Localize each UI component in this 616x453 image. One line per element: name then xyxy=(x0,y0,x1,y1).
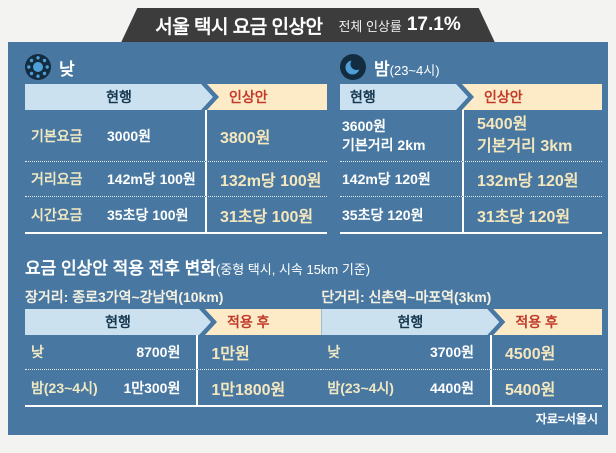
comparison-title: 요금 인상안 적용 전후 변화 xyxy=(25,259,216,278)
new-value: 1만1800원 xyxy=(211,381,286,399)
new-value: 3800원 xyxy=(220,129,271,147)
current-value: 3600원 기본거리 2km xyxy=(342,117,426,153)
current-value: 8700원 xyxy=(136,344,181,360)
row-label: 기본요금 xyxy=(31,127,83,144)
row-label: 낮 xyxy=(327,344,341,360)
short-distance-table: 단거리: 신촌역~마포역(3km) 현행 적용 후 낮 3700원 4500원 xyxy=(321,285,602,407)
new-column-header: 적용 후 xyxy=(205,309,322,335)
current-value: 1만300원 xyxy=(123,379,181,396)
new-value: 31초당 120원 xyxy=(477,208,571,226)
current-column-header: 현행 xyxy=(321,309,499,335)
long-distance-rows: 낮 8700원 1만원 밤(23~4시) 1만300원 1만1800원 xyxy=(25,335,322,407)
current-column-header: 현행 xyxy=(340,84,468,110)
new-column-header: 인상안 xyxy=(462,84,602,110)
title-banner: 서울 택시 요금 인상안 전체 인상률 17.1% xyxy=(121,8,494,42)
new-value: 132m당 100원 xyxy=(220,173,322,190)
day-table-rows: 기본요금 3000원 3800원 거리요금 142m당 100원 132m당 1… xyxy=(25,110,327,234)
table-row: 기본요금 3000원 3800원 xyxy=(25,110,327,162)
moon-icon xyxy=(340,54,366,80)
night-fare-table: 밤(23~4시) 현행 인상안 3600원 기본거리 2km 54 xyxy=(340,50,602,234)
new-value: 31초당 100원 xyxy=(220,208,314,226)
night-table-caption: 밤(23~4시) xyxy=(340,50,602,84)
table-row: 시간요금 35초당 100원 31초당 100원 xyxy=(25,197,327,232)
row-label: 거리요금 xyxy=(31,171,83,187)
table-row: 낮 8700원 1만원 xyxy=(25,335,322,370)
table-row: 밤(23~4시) 1만300원 1만1800원 xyxy=(25,370,321,405)
footer: 자료=서울시 xyxy=(25,407,602,427)
long-distance-header: 현행 적용 후 xyxy=(25,309,322,335)
infographic-panel: 낮 현행 인상안 기본요금 3000원 3800원 xyxy=(8,42,608,435)
current-value: 35초당 120원 xyxy=(342,206,424,223)
sun-icon xyxy=(25,54,51,80)
page-title: 서울 택시 요금 인상안 xyxy=(155,16,323,38)
current-value: 142m당 100원 xyxy=(107,171,196,187)
new-value: 5400원 기본거리 3km xyxy=(477,115,573,155)
new-column-header: 적용 후 xyxy=(493,309,602,335)
current-value: 3000원 xyxy=(107,127,152,144)
new-value: 132m당 120원 xyxy=(477,173,579,190)
row-label: 밤(23~4시) xyxy=(327,379,394,396)
banner-strip: 서울 택시 요금 인상안 전체 인상률 17.1% xyxy=(0,8,616,42)
current-value: 4400원 xyxy=(429,379,474,396)
long-distance-table: 장거리: 종로3가역~강남역(10km) 현행 적용 후 낮 8700원 1만원 xyxy=(25,285,322,407)
source-credit: 자료=서울시 xyxy=(535,412,598,426)
new-value: 1만원 xyxy=(211,346,250,363)
table-row: 거리요금 142m당 100원 132m당 100원 xyxy=(25,162,327,197)
current-value: 3700원 xyxy=(429,344,474,360)
short-distance-subtitle: 단거리: 신촌역~마포역(3km) xyxy=(321,289,492,305)
day-table-title: 낮 xyxy=(59,59,75,79)
rate-label: 전체 인상률 xyxy=(338,18,402,34)
new-value: 5400원 xyxy=(505,381,556,399)
comparison-section-title: 요금 인상안 적용 전후 변화 (중형 택시, 시속 15km 기준) xyxy=(25,254,602,279)
table-row: 142m당 120원 132m당 120원 xyxy=(340,162,602,197)
comparison-tables-section: 장거리: 종로3가역~강남역(10km) 현행 적용 후 낮 8700원 1만원 xyxy=(25,285,602,407)
row-label: 시간요금 xyxy=(31,206,83,223)
fare-tables-section: 낮 현행 인상안 기본요금 3000원 3800원 xyxy=(25,50,602,234)
current-value: 142m당 120원 xyxy=(342,171,431,187)
short-distance-rows: 낮 3700원 4500원 밤(23~4시) 4400원 5400원 xyxy=(321,335,602,407)
table-row: 35초당 120원 31초당 120원 xyxy=(340,197,602,232)
table-row: 3600원 기본거리 2km 5400원 기본거리 3km xyxy=(340,110,602,162)
night-table-title: 밤(23~4시) xyxy=(374,59,440,79)
table-row: 낮 3700원 4500원 xyxy=(321,335,602,370)
new-column-header: 인상안 xyxy=(207,84,327,110)
day-fare-table: 낮 현행 인상안 기본요금 3000원 3800원 xyxy=(25,50,327,234)
rate-value: 17.1% xyxy=(406,14,461,35)
night-table-header: 현행 인상안 xyxy=(340,84,602,110)
current-column-header: 현행 xyxy=(25,309,211,335)
table-row: 밤(23~4시) 4400원 5400원 xyxy=(321,370,602,405)
new-value: 4500원 xyxy=(505,346,556,363)
night-hours: (23~4시) xyxy=(389,62,440,78)
short-distance-header: 현행 적용 후 xyxy=(321,309,602,335)
day-table-header: 현행 인상안 xyxy=(25,84,327,110)
day-table-caption: 낮 xyxy=(25,50,327,84)
current-column-header: 현행 xyxy=(25,84,213,110)
current-value: 35초당 100원 xyxy=(107,206,189,223)
comparison-note: (중형 택시, 시속 15km 기준) xyxy=(215,262,371,277)
row-label: 낮 xyxy=(31,344,44,360)
long-distance-subtitle: 장거리: 종로3가역~강남역(10km) xyxy=(25,289,224,305)
row-label: 밤(23~4시) xyxy=(31,379,98,396)
night-table-rows: 3600원 기본거리 2km 5400원 기본거리 3km 142m당 120원 xyxy=(340,110,602,234)
